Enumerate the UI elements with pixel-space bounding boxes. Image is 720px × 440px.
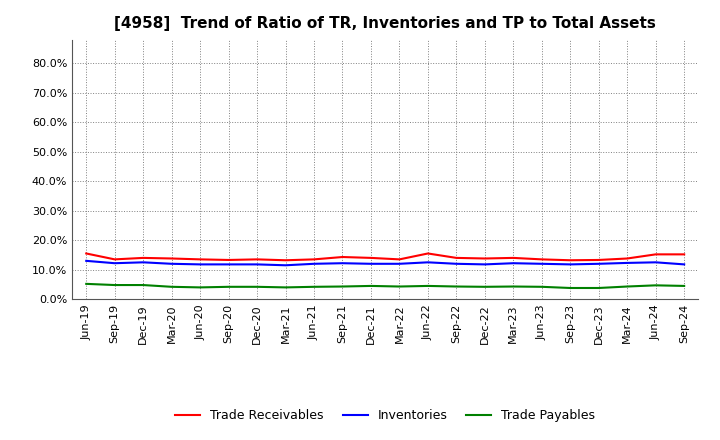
Trade Receivables: [282, 258, 290, 263]
Inventories: [196, 262, 204, 267]
Inventories: [366, 261, 375, 267]
Trade Receivables: [395, 257, 404, 262]
Trade Receivables: [139, 255, 148, 260]
Trade Receivables: [423, 251, 432, 256]
Inventories: [253, 262, 261, 267]
Trade Payables: [310, 284, 318, 290]
Trade Receivables: [595, 257, 603, 263]
Trade Receivables: [509, 255, 518, 260]
Trade Payables: [196, 285, 204, 290]
Trade Payables: [395, 284, 404, 289]
Trade Receivables: [480, 256, 489, 261]
Trade Receivables: [680, 252, 688, 257]
Inventories: [139, 260, 148, 265]
Trade Payables: [652, 282, 660, 288]
Trade Payables: [110, 282, 119, 288]
Inventories: [509, 260, 518, 266]
Trade Payables: [167, 284, 176, 290]
Trade Payables: [225, 284, 233, 290]
Line: Trade Receivables: Trade Receivables: [86, 253, 684, 260]
Inventories: [537, 261, 546, 267]
Trade Receivables: [452, 255, 461, 260]
Trade Payables: [452, 284, 461, 289]
Inventories: [167, 261, 176, 267]
Trade Payables: [566, 286, 575, 291]
Inventories: [282, 263, 290, 268]
Trade Receivables: [338, 254, 347, 260]
Inventories: [310, 261, 318, 267]
Trade Payables: [338, 284, 347, 289]
Line: Inventories: Inventories: [86, 261, 684, 265]
Inventories: [338, 260, 347, 266]
Trade Payables: [623, 284, 631, 289]
Line: Trade Payables: Trade Payables: [86, 284, 684, 288]
Trade Receivables: [253, 257, 261, 262]
Trade Payables: [82, 281, 91, 286]
Trade Payables: [366, 283, 375, 289]
Trade Receivables: [310, 257, 318, 262]
Trade Payables: [282, 285, 290, 290]
Trade Payables: [680, 283, 688, 289]
Trade Receivables: [366, 255, 375, 260]
Inventories: [623, 260, 631, 266]
Inventories: [452, 261, 461, 267]
Trade Receivables: [110, 257, 119, 262]
Inventories: [480, 262, 489, 267]
Trade Receivables: [652, 252, 660, 257]
Trade Payables: [139, 282, 148, 288]
Inventories: [566, 262, 575, 267]
Trade Payables: [509, 284, 518, 289]
Inventories: [595, 261, 603, 267]
Trade Receivables: [566, 258, 575, 263]
Legend: Trade Receivables, Inventories, Trade Payables: Trade Receivables, Inventories, Trade Pa…: [170, 404, 600, 427]
Inventories: [652, 260, 660, 265]
Title: [4958]  Trend of Ratio of TR, Inventories and TP to Total Assets: [4958] Trend of Ratio of TR, Inventories…: [114, 16, 656, 32]
Inventories: [680, 262, 688, 267]
Trade Receivables: [167, 256, 176, 261]
Trade Payables: [595, 286, 603, 291]
Inventories: [82, 258, 91, 264]
Trade Receivables: [225, 257, 233, 263]
Trade Payables: [423, 283, 432, 289]
Inventories: [423, 260, 432, 265]
Trade Payables: [253, 284, 261, 290]
Inventories: [110, 260, 119, 266]
Inventories: [395, 261, 404, 267]
Trade Receivables: [196, 257, 204, 262]
Inventories: [225, 262, 233, 267]
Trade Receivables: [623, 256, 631, 261]
Trade Receivables: [537, 257, 546, 262]
Trade Receivables: [82, 251, 91, 256]
Trade Payables: [537, 284, 546, 290]
Trade Payables: [480, 284, 489, 290]
